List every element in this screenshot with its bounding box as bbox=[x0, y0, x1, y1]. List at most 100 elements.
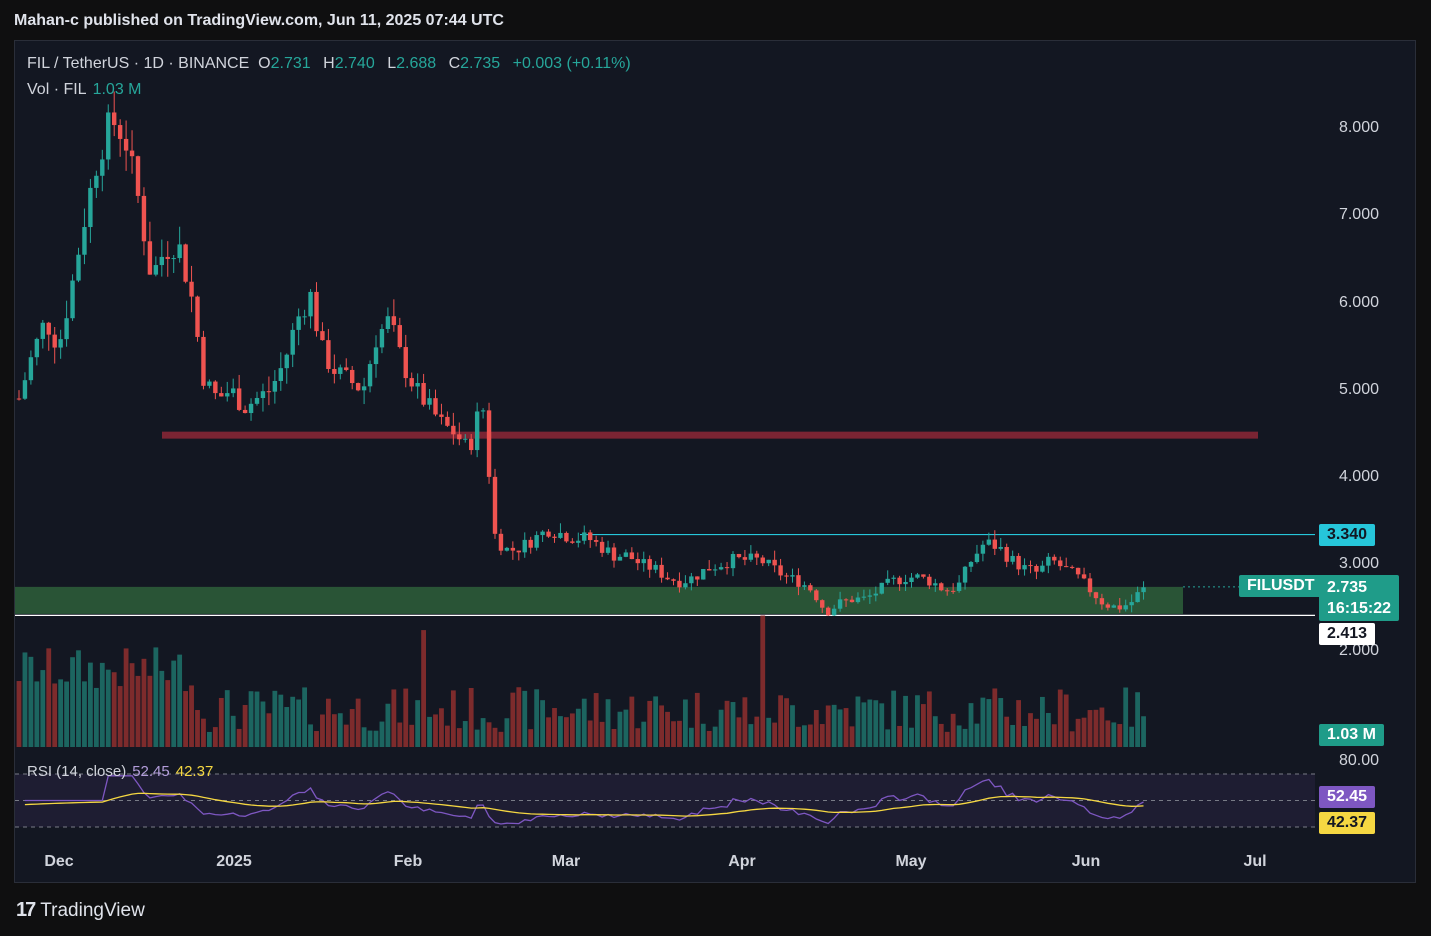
candle-body bbox=[379, 329, 385, 348]
volume-bar bbox=[671, 721, 676, 747]
candle-body bbox=[689, 576, 694, 584]
candle-body bbox=[52, 334, 57, 348]
volume-bar bbox=[718, 709, 724, 747]
candle-body bbox=[469, 438, 474, 451]
volume-bar bbox=[224, 690, 230, 747]
chart-canvas[interactable] bbox=[15, 41, 1415, 882]
volume-bar bbox=[1004, 716, 1010, 747]
published-line: Mahan-c published on TradingView.com, Ju… bbox=[14, 12, 504, 29]
volume-bar bbox=[986, 699, 992, 747]
candle-body bbox=[22, 380, 28, 399]
volume-bar bbox=[772, 722, 778, 747]
volume-bar bbox=[510, 692, 516, 747]
volume-bar bbox=[135, 675, 141, 747]
candle-body bbox=[165, 256, 170, 259]
candle-body bbox=[516, 550, 521, 553]
volume-bar bbox=[760, 615, 766, 747]
chart-panel[interactable]: FIL / TetherUS · 1D · BINANCE O2.731 H2.… bbox=[14, 40, 1416, 883]
symbol-label[interactable]: FIL / TetherUS · 1D · BINANCE bbox=[27, 55, 250, 72]
volume-bar bbox=[855, 696, 861, 747]
candle-body bbox=[1093, 592, 1099, 599]
candle-body bbox=[40, 322, 45, 339]
candle-body bbox=[736, 554, 742, 558]
candle-body bbox=[58, 339, 63, 348]
volume-bar bbox=[248, 691, 254, 747]
candle-body bbox=[909, 577, 914, 583]
candle-body bbox=[730, 554, 736, 569]
volume-bar bbox=[1075, 718, 1081, 747]
volume-bar bbox=[932, 716, 938, 747]
candle-body bbox=[582, 532, 587, 541]
candle-body bbox=[570, 541, 575, 543]
high-key: H bbox=[323, 55, 335, 72]
candle-body bbox=[260, 391, 266, 399]
candle-body bbox=[290, 329, 295, 355]
volume-bar bbox=[879, 703, 885, 747]
volume-bar bbox=[1040, 696, 1045, 747]
volume-bar bbox=[796, 726, 801, 747]
candle-body bbox=[1099, 598, 1105, 605]
candle-body bbox=[760, 557, 765, 564]
candle-body bbox=[314, 291, 319, 332]
volume-bar bbox=[683, 699, 688, 747]
last-price-tag: 2.735 16:15:22 bbox=[1319, 575, 1400, 621]
volume-bar bbox=[450, 690, 456, 747]
volume-bar bbox=[207, 731, 212, 747]
candle-body bbox=[933, 583, 938, 586]
volume-bar bbox=[552, 708, 557, 747]
volume-bar bbox=[195, 710, 200, 747]
candle-body bbox=[510, 547, 516, 551]
candle-body bbox=[284, 354, 289, 369]
candle-body bbox=[1064, 566, 1069, 568]
resistance-price-tag: 3.340 bbox=[1319, 524, 1376, 546]
candle-body bbox=[915, 574, 920, 578]
tradingview-brand[interactable]: 17 TradingView bbox=[16, 899, 145, 922]
volume-bar bbox=[1028, 713, 1033, 747]
rsi-label[interactable]: RSI (14, close) bbox=[27, 763, 127, 780]
volume-bar bbox=[659, 705, 664, 747]
candle-body bbox=[826, 607, 831, 616]
volume-value: 1.03 M bbox=[92, 81, 142, 98]
rsi-axis-top: 80.00 bbox=[1338, 752, 1379, 769]
candle-body bbox=[534, 535, 539, 548]
volume-bar bbox=[22, 652, 28, 747]
volume-bar bbox=[962, 728, 968, 747]
candle-body bbox=[213, 381, 218, 394]
candle-body bbox=[463, 438, 468, 440]
price-tick-label: 2.000 bbox=[1338, 642, 1379, 660]
time-tick-label: Mar bbox=[551, 853, 581, 870]
candle-body bbox=[266, 391, 272, 393]
candle-body bbox=[355, 383, 361, 391]
volume-bar bbox=[1105, 720, 1111, 747]
time-tick-label: May bbox=[895, 853, 927, 870]
volume-label[interactable]: Vol · FIL bbox=[27, 81, 87, 98]
volume-bar bbox=[1087, 710, 1093, 747]
volume-bar bbox=[468, 688, 474, 747]
candle-body bbox=[724, 567, 730, 569]
candle-body bbox=[1052, 556, 1057, 561]
volume-bar bbox=[861, 702, 867, 747]
volume-bar bbox=[40, 670, 46, 747]
volume-bar bbox=[825, 705, 831, 747]
volume-bar bbox=[421, 630, 426, 747]
candle-body bbox=[707, 569, 712, 571]
rsi-value: 52.45 bbox=[132, 763, 170, 780]
candle-body bbox=[189, 281, 194, 297]
candle-body bbox=[1034, 565, 1039, 572]
time-tick-label: Apr bbox=[728, 853, 756, 870]
candle-body bbox=[576, 540, 581, 543]
volume-bar bbox=[980, 697, 986, 747]
volume-bar bbox=[349, 709, 355, 747]
candle-body bbox=[219, 393, 224, 397]
volume-bar bbox=[1034, 718, 1039, 747]
candle-body bbox=[141, 195, 147, 242]
candle-body bbox=[611, 547, 617, 561]
volume-bar bbox=[415, 700, 421, 747]
candle-body bbox=[1069, 566, 1075, 568]
volume-bar bbox=[885, 729, 891, 747]
volume-bar bbox=[58, 679, 64, 747]
candle-body bbox=[433, 398, 438, 415]
volume-legend: Vol · FIL 1.03 M bbox=[27, 81, 142, 99]
candle-body bbox=[1117, 605, 1122, 610]
volume-bar bbox=[165, 680, 171, 747]
